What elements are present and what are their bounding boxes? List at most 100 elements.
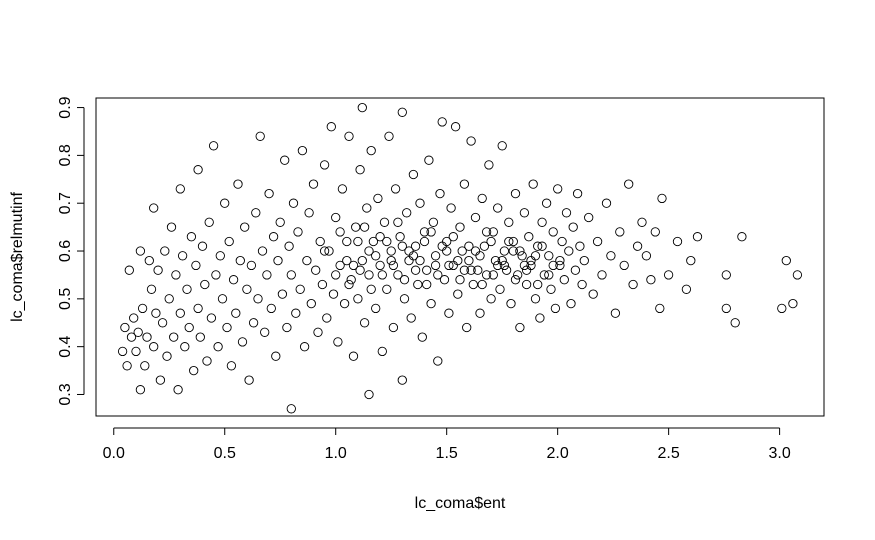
x-tick-label: 0.5 xyxy=(214,445,236,462)
data-point xyxy=(524,232,534,242)
data-point xyxy=(129,313,139,323)
data-point xyxy=(293,227,303,237)
data-point xyxy=(430,260,441,271)
data-point xyxy=(548,260,558,271)
x-tick-label: 2.0 xyxy=(547,445,569,462)
data-point xyxy=(359,318,370,328)
data-point xyxy=(175,308,185,318)
data-point xyxy=(410,241,421,251)
data-point xyxy=(386,246,396,256)
data-point xyxy=(657,193,667,204)
data-point xyxy=(439,275,450,285)
data-point xyxy=(788,298,798,309)
data-point xyxy=(306,298,316,309)
data-point xyxy=(375,260,385,271)
data-point xyxy=(255,131,265,141)
data-point xyxy=(273,255,283,266)
data-point xyxy=(233,179,243,189)
data-point xyxy=(348,260,359,271)
data-point xyxy=(453,289,463,299)
data-point xyxy=(526,260,536,271)
data-point xyxy=(533,241,543,251)
data-point xyxy=(561,208,572,218)
data-point xyxy=(364,270,374,280)
data-point xyxy=(597,270,607,280)
data-point xyxy=(413,279,423,290)
data-point xyxy=(404,246,414,256)
data-point xyxy=(319,160,330,170)
data-point xyxy=(521,279,532,290)
data-point xyxy=(353,236,363,247)
data-point xyxy=(568,222,578,232)
data-point xyxy=(344,131,354,141)
points-layer xyxy=(117,102,803,414)
data-point xyxy=(160,246,170,256)
data-point xyxy=(470,212,481,223)
data-point xyxy=(206,313,217,323)
x-axis-title: lc_coma$ent xyxy=(415,495,506,512)
data-point xyxy=(355,265,365,275)
data-point xyxy=(721,270,731,280)
data-point xyxy=(353,294,363,304)
data-point xyxy=(166,222,177,232)
data-point xyxy=(288,198,299,208)
data-point xyxy=(235,255,245,266)
data-point xyxy=(171,270,181,280)
data-point xyxy=(515,246,525,256)
data-point xyxy=(240,222,250,232)
data-point xyxy=(204,217,214,227)
data-point xyxy=(388,260,399,271)
data-point xyxy=(533,279,543,290)
data-point xyxy=(368,236,379,247)
data-point xyxy=(335,227,345,237)
data-point xyxy=(140,361,150,371)
data-point xyxy=(681,284,692,294)
data-point xyxy=(459,265,470,275)
y-tick-label: 0.7 xyxy=(57,192,74,214)
data-point xyxy=(455,275,465,285)
y-tick-label: 0.9 xyxy=(57,96,74,118)
data-point xyxy=(466,136,476,146)
data-point xyxy=(169,332,179,342)
data-point xyxy=(322,313,332,323)
data-point xyxy=(220,198,230,208)
data-point xyxy=(366,284,376,294)
data-point xyxy=(572,188,583,199)
data-point xyxy=(135,246,146,256)
data-point xyxy=(504,217,514,227)
data-point xyxy=(408,169,419,180)
data-point xyxy=(655,303,665,314)
y-tick-label: 0.5 xyxy=(57,288,74,310)
data-point xyxy=(535,313,545,323)
data-point xyxy=(548,227,558,237)
data-point xyxy=(366,145,376,156)
data-point xyxy=(328,289,339,299)
data-point xyxy=(570,265,581,275)
data-point xyxy=(184,322,194,333)
data-point xyxy=(324,246,334,256)
data-point xyxy=(342,255,352,266)
data-point xyxy=(351,222,361,232)
data-point xyxy=(262,270,272,280)
data-point xyxy=(406,313,416,323)
data-point xyxy=(550,303,561,314)
data-point xyxy=(126,332,137,342)
data-point xyxy=(615,227,625,237)
data-point xyxy=(208,141,219,151)
data-point xyxy=(377,270,387,280)
data-point xyxy=(153,265,163,275)
data-point xyxy=(162,351,172,361)
data-point xyxy=(422,279,432,290)
data-point xyxy=(442,246,452,256)
data-point xyxy=(355,165,365,175)
data-point xyxy=(430,251,441,261)
data-point xyxy=(117,346,128,357)
data-point xyxy=(555,255,565,266)
data-point xyxy=(466,265,476,275)
data-point xyxy=(737,232,747,242)
data-point xyxy=(686,255,696,266)
data-point xyxy=(792,270,803,280)
data-point xyxy=(362,203,372,213)
data-point xyxy=(215,251,225,261)
data-point xyxy=(537,217,547,227)
